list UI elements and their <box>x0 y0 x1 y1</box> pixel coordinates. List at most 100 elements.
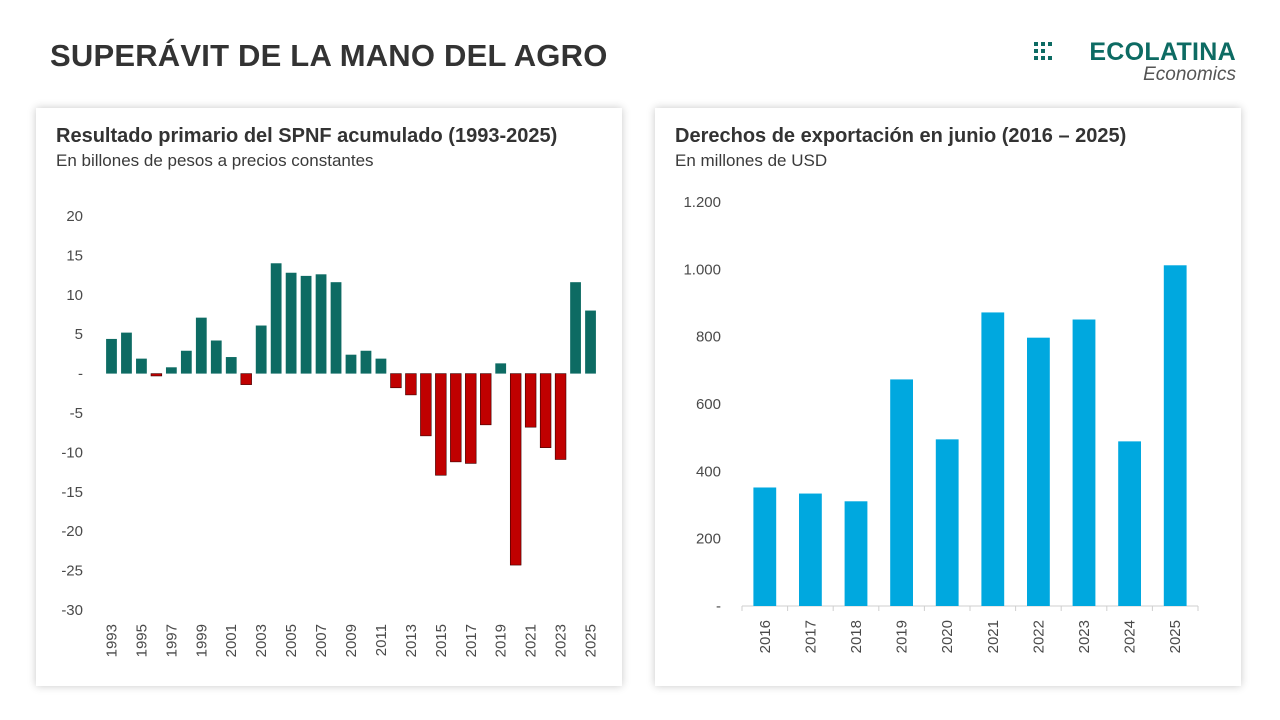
bar-2004 <box>270 263 282 374</box>
y-tick-label: 200 <box>696 531 721 548</box>
x-tick-label: 2023 <box>1076 620 1093 653</box>
page-title: SUPERÁVIT DE LA MANO DEL AGRO <box>50 38 608 73</box>
bar-1998 <box>180 350 192 374</box>
x-tick-label: 2023 <box>553 624 570 657</box>
y-tick-label: 1.200 <box>683 194 721 211</box>
x-tick-label: 2015 <box>433 624 450 657</box>
x-tick-label: 2005 <box>283 624 300 657</box>
bar-2018 <box>480 373 492 426</box>
chart-panel-export-duties: Derechos de exportación en junio (2016 –… <box>655 108 1241 686</box>
x-tick-label: 2020 <box>939 620 956 653</box>
x-tick-label: 2009 <box>343 624 360 657</box>
x-tick-label: 2011 <box>373 624 390 656</box>
bar-1994 <box>121 332 132 374</box>
ecolatina-logo: ECOLATINA Economics <box>1034 38 1236 88</box>
bar-2009 <box>345 354 357 374</box>
x-tick-label: 2007 <box>313 624 330 657</box>
bar-1996 <box>150 373 163 377</box>
bar-2000 <box>210 340 222 374</box>
x-tick-label: 1999 <box>193 624 210 657</box>
y-tick-label: -5 <box>70 405 83 422</box>
bar-2017 <box>465 373 477 464</box>
y-tick-label: 10 <box>66 287 83 304</box>
bar-2013 <box>405 373 417 396</box>
bar-2006 <box>300 275 312 374</box>
x-tick-label: 2021 <box>985 620 1002 653</box>
bar-2022 <box>1027 337 1050 606</box>
bar-2001 <box>225 357 237 374</box>
x-tick-label: 2018 <box>848 620 865 653</box>
bar-2021 <box>524 373 537 428</box>
x-tick-label: 2025 <box>583 624 600 657</box>
bar-2010 <box>360 350 372 374</box>
y-tick-label: 20 <box>66 208 83 225</box>
bar-2020 <box>935 439 959 606</box>
y-tick-label: -25 <box>61 563 83 580</box>
x-tick-label: 2019 <box>894 620 911 653</box>
chart-subtitle: En millones de USD <box>675 151 828 170</box>
bar-2012 <box>390 373 402 389</box>
x-tick-label: 2017 <box>463 624 480 657</box>
y-tick-label: - <box>78 366 83 383</box>
bar-2018 <box>844 501 868 606</box>
x-tick-label: 2017 <box>802 620 819 653</box>
y-tick-label: 1.000 <box>683 261 721 278</box>
bar-1993 <box>106 338 117 374</box>
bar-2016 <box>753 487 777 606</box>
y-tick-label: -30 <box>61 602 83 619</box>
bar-2025 <box>1163 265 1187 606</box>
x-tick-label: 2001 <box>223 624 240 657</box>
y-tick-label: - <box>716 598 721 615</box>
y-tick-label: -15 <box>61 484 83 501</box>
export-duties-chart: 1.200 1.000 800 600 400 200 - 2016 2017 2018 2019 2… <box>683 194 1199 653</box>
chart-title: Resultado primario del SPNF acumulado (1… <box>56 125 558 147</box>
bar-2021 <box>981 312 1005 606</box>
chart-subtitle: En billones de pesos a precios constante… <box>56 151 374 170</box>
x-tick-label: 1997 <box>163 624 180 657</box>
y-tick-label: 400 <box>696 463 721 480</box>
x-tick-label: 2016 <box>757 620 774 653</box>
x-tick-label: 2024 <box>1122 620 1139 653</box>
bar-2011 <box>375 358 387 374</box>
x-tick-label: 2003 <box>253 624 270 657</box>
x-tick-label: 1995 <box>133 624 150 657</box>
x-tick-label: 2019 <box>493 624 510 657</box>
bar-2023 <box>554 373 567 460</box>
bar-2023 <box>1072 319 1096 606</box>
bar-2008 <box>330 282 342 374</box>
y-tick-label: 15 <box>66 247 83 264</box>
x-tick-label: 2025 <box>1167 620 1184 653</box>
x-tick-label: 2021 <box>523 624 540 657</box>
bar-2016 <box>450 373 462 463</box>
bar-2020 <box>509 373 522 566</box>
bar-1997 <box>165 367 177 374</box>
y-tick-label: -20 <box>61 523 83 540</box>
bar-2014 <box>420 373 432 437</box>
chart-panel-fiscal-result: Resultado primario del SPNF acumulado (1… <box>36 108 622 686</box>
bar-2002 <box>240 373 252 385</box>
x-tick-label: 2022 <box>1030 620 1047 653</box>
bar-2025 <box>585 310 596 374</box>
y-tick-label: 5 <box>75 326 83 343</box>
bar-2003 <box>255 325 267 374</box>
bar-2007 <box>315 274 327 374</box>
bar-2019 <box>890 379 913 606</box>
bar-1999 <box>195 317 207 374</box>
logo-grid-icon <box>1034 42 1052 60</box>
bar-2017 <box>799 493 822 606</box>
bar-2024 <box>570 282 581 374</box>
bar-2022 <box>539 373 552 448</box>
chart-title: Derechos de exportación en junio (2016 –… <box>675 125 1127 147</box>
logo-subtext: Economics <box>1143 64 1236 85</box>
bar-2019 <box>495 363 507 374</box>
x-tick-label: 1993 <box>103 624 120 657</box>
y-tick-label: 800 <box>696 329 721 346</box>
bar-2024 <box>1118 441 1141 606</box>
y-tick-label: -10 <box>61 444 83 461</box>
bar-2005 <box>285 272 297 374</box>
bar-2015 <box>435 373 447 476</box>
x-tick-label: 2013 <box>403 624 420 657</box>
y-tick-label: 600 <box>696 396 721 413</box>
bar-1995 <box>136 358 147 374</box>
